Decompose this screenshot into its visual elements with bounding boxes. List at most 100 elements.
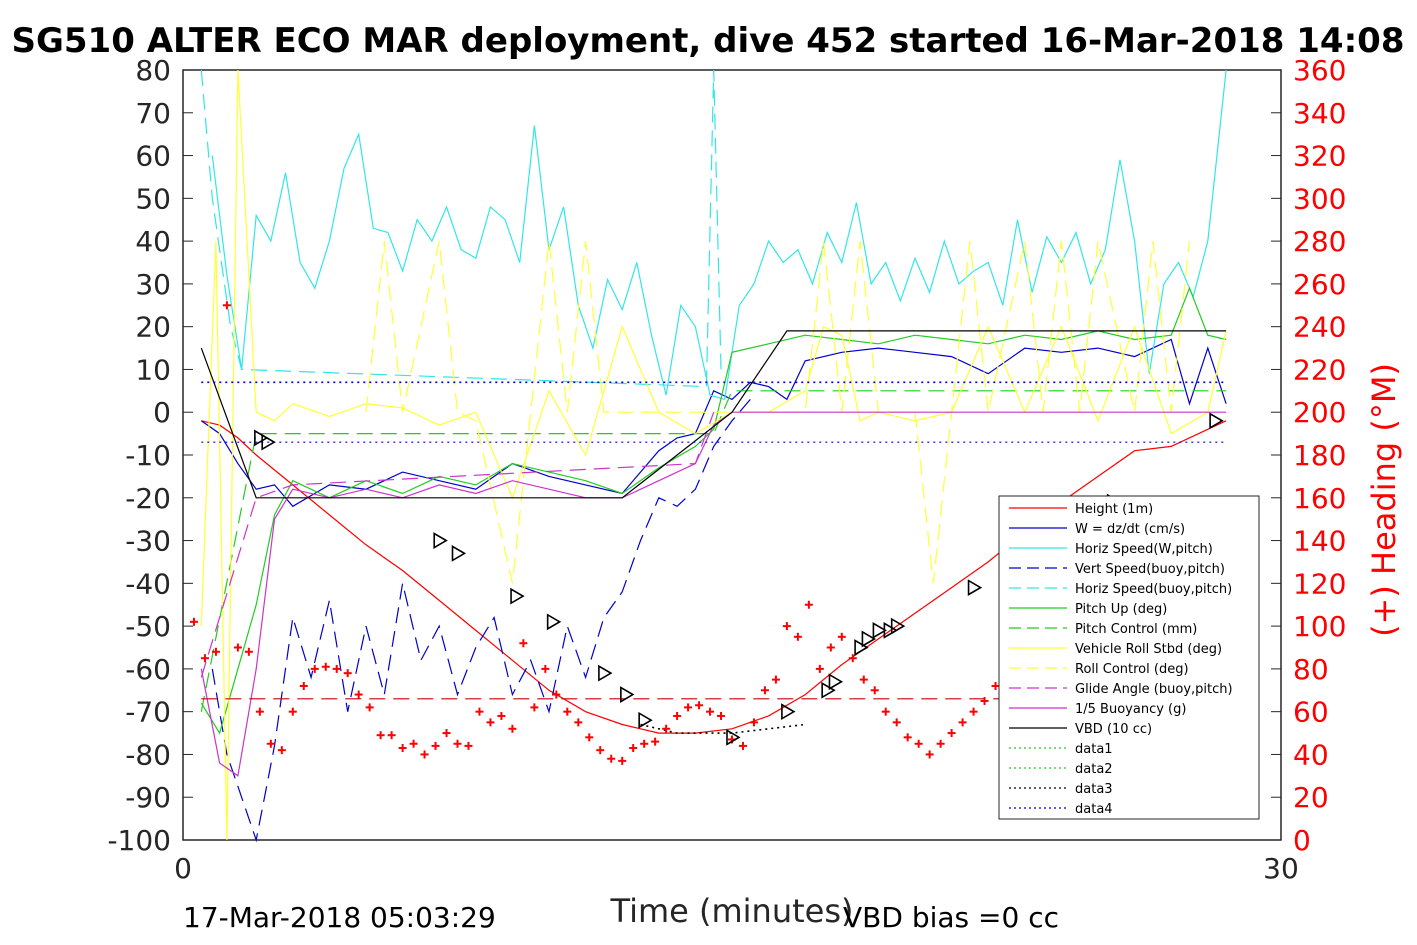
heading-point — [277, 746, 286, 755]
series-line-6 — [200, 390, 1227, 712]
heading-point — [255, 707, 264, 716]
heading-point — [321, 662, 330, 671]
left-tick-label: 10 — [135, 353, 171, 386]
triangle-marker — [967, 579, 983, 597]
heading-point — [222, 301, 231, 310]
triangle-marker — [726, 728, 741, 746]
right-tick-label: 340 — [1293, 97, 1346, 130]
heading-point — [552, 690, 561, 699]
legend-entry: Height (1m) — [1075, 502, 1153, 517]
heading-point — [365, 703, 374, 712]
triangle-marker — [854, 639, 869, 656]
right-tick-label: 320 — [1293, 140, 1346, 173]
heading-point — [958, 718, 967, 727]
heading-point — [903, 733, 912, 742]
right-tick-label: 160 — [1293, 482, 1346, 515]
heading-point — [848, 654, 857, 663]
legend-entry: Pitch Control (mm) — [1075, 622, 1197, 637]
triangle-marker — [883, 621, 898, 639]
right-tick-label: 140 — [1293, 525, 1346, 558]
heading-point — [782, 622, 791, 631]
heading-point — [310, 664, 319, 673]
heading-point — [475, 707, 484, 716]
triangle-marker — [451, 544, 467, 562]
triangle-marker — [872, 621, 887, 639]
heading-point — [497, 711, 506, 720]
left-tick-label: -90 — [125, 781, 171, 814]
left-axis: 80 70 60 50 40 30 20 10 0 -10 -20 -30 -40 -50 -60 -70 -8… — [107, 54, 193, 857]
heading-point — [332, 664, 341, 673]
heading-point — [453, 739, 462, 748]
heading-point — [771, 675, 780, 684]
heading-point — [640, 739, 649, 748]
heading-point — [266, 739, 275, 748]
right-axis: 3603403203002802602402202001801601401201… — [1271, 54, 1346, 857]
heading-point — [442, 729, 451, 738]
heading-point — [585, 733, 594, 742]
right-tick-label: 60 — [1293, 696, 1329, 729]
legend-entry: data3 — [1075, 782, 1113, 797]
series-line-7 — [200, 69, 1227, 841]
heading-point — [486, 718, 495, 727]
triangle-marker — [510, 587, 525, 605]
legend-entry: Roll Control (deg) — [1075, 662, 1189, 677]
heading-point — [651, 737, 660, 746]
heading-point — [508, 724, 517, 733]
heading-point — [881, 707, 890, 716]
heading-point — [288, 707, 297, 716]
x-axis-label: Time (minutes) — [610, 892, 854, 930]
heading-point — [376, 731, 385, 740]
left-tick-label: -80 — [125, 738, 171, 771]
heading-point — [354, 690, 363, 699]
right-tick-label: 0 — [1293, 824, 1311, 857]
left-tick-label: -30 — [125, 525, 171, 558]
heading-point — [749, 718, 758, 727]
heading-point — [706, 707, 715, 716]
legend-entry: Vehicle Roll Stbd (deg) — [1075, 642, 1222, 657]
legend-entry: Vert Speed(buoy,pitch) — [1075, 562, 1225, 577]
legend-entry: VBD (10 cc) — [1075, 722, 1152, 737]
series-line-9 — [200, 411, 715, 678]
heading-point — [574, 718, 583, 727]
right-tick-label: 200 — [1293, 396, 1346, 429]
legend-entry: Horiz Speed(W,pitch) — [1075, 542, 1213, 557]
legend-entry: data4 — [1075, 802, 1113, 817]
left-tick-label: -20 — [125, 482, 171, 515]
left-tick-label: 60 — [135, 140, 171, 173]
right-tick-label: 180 — [1293, 439, 1346, 472]
left-tick-label: 20 — [135, 311, 171, 344]
heading-point — [826, 643, 835, 652]
triangle-marker — [1209, 412, 1224, 430]
heading-point — [684, 703, 693, 712]
left-tick-label: -50 — [125, 610, 171, 643]
heading-point — [200, 654, 209, 663]
right-tick-label: 120 — [1293, 567, 1346, 600]
heading-point — [398, 744, 407, 753]
legend-entry: data1 — [1075, 742, 1113, 757]
heading-point — [980, 696, 989, 705]
heading-point — [793, 632, 802, 641]
heading-point — [815, 664, 824, 673]
left-tick-label: -60 — [125, 653, 171, 686]
heading-point — [914, 739, 923, 748]
legend-entry: Horiz Speed(buoy,pitch) — [1075, 582, 1232, 597]
triangle-marker — [828, 673, 844, 691]
heading-point — [859, 675, 868, 684]
legend: Height (1m) W = dz/dt (cm/s) Horiz Speed(W… — [998, 495, 1260, 820]
triangle-marker — [620, 686, 635, 703]
legend-entry: Glide Angle (buoy,pitch) — [1075, 682, 1233, 697]
heading-point — [431, 741, 440, 750]
heading-point — [969, 707, 978, 716]
legend-entry: 1/5 Buoyancy (g) — [1075, 702, 1186, 717]
heading-point — [541, 664, 550, 673]
x-tick-label: 0 — [174, 852, 192, 885]
heading-point — [409, 739, 418, 748]
heading-point — [607, 754, 616, 763]
triangle-marker — [890, 617, 906, 635]
left-tick-label: 0 — [153, 396, 171, 429]
triangle-marker — [433, 532, 448, 549]
heading-point — [629, 744, 638, 753]
x-tick-label: 30 — [1263, 852, 1299, 885]
heading-point — [530, 703, 539, 712]
